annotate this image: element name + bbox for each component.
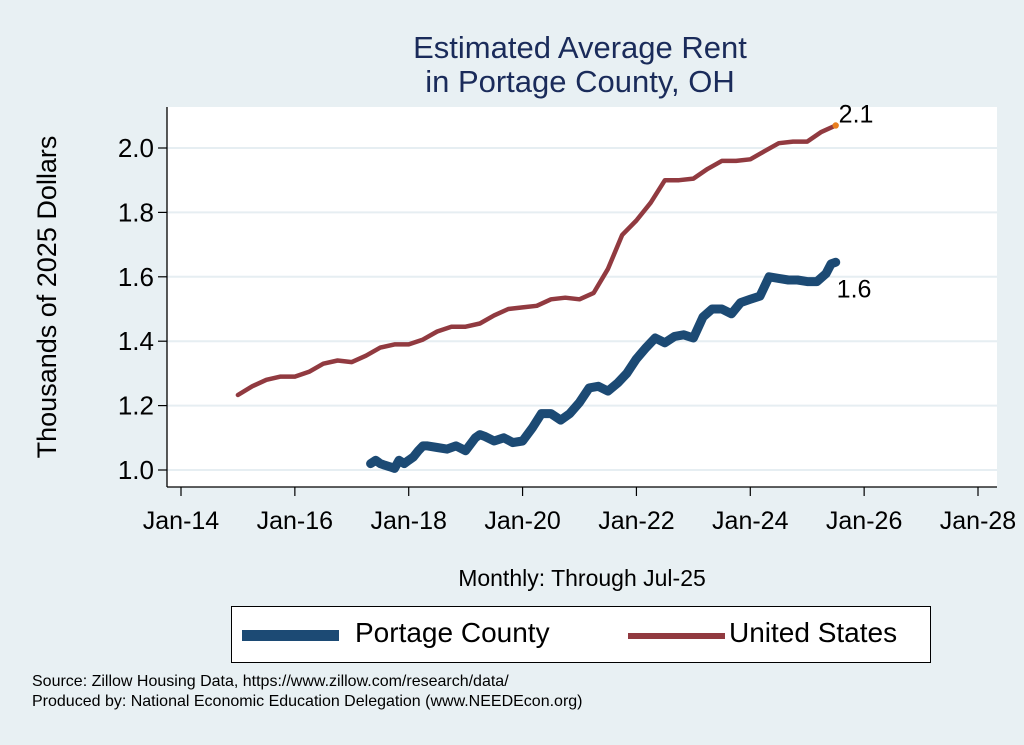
- legend-label-united-states: United States: [729, 617, 898, 648]
- legend-swatch-portage-county: [242, 630, 339, 641]
- y-tick-label: 1.4: [118, 326, 154, 356]
- x-tick-label: Jan-24: [712, 507, 789, 535]
- legend-label-portage-county: Portage County: [355, 617, 550, 648]
- portage-county-end-label: 1.6: [837, 275, 872, 303]
- united-states-end-label: 2.1: [839, 100, 874, 128]
- legend-swatch-united-states: [628, 633, 725, 639]
- x-axis-label: Monthly: Through Jul-25: [458, 565, 706, 591]
- x-tick-label: Jan-18: [370, 507, 446, 535]
- y-tick-label: 1.8: [118, 197, 154, 227]
- y-tick-label: 2.0: [118, 133, 154, 163]
- y-tick-label: 1.6: [118, 262, 154, 292]
- x-tick-label: Jan-14: [143, 507, 220, 535]
- united-states-end-marker: [832, 122, 839, 129]
- chart-title: Estimated Average Rent in Portage County…: [0, 31, 1024, 99]
- y-tick-label: 1.2: [118, 391, 154, 421]
- source-note: Source: Zillow Housing Data, https://www…: [32, 673, 509, 690]
- legend: Portage County United States: [231, 606, 931, 663]
- producer-note: Produced by: National Economic Education…: [32, 693, 583, 710]
- y-tick-label: 1.0: [118, 455, 154, 485]
- x-tick-label: Jan-28: [940, 507, 1016, 535]
- x-tick-label: Jan-16: [257, 507, 333, 535]
- x-tick-label: Jan-20: [484, 507, 560, 535]
- y-axis-label: Thousands of 2025 Dollars: [32, 136, 62, 459]
- x-tick-label: Jan-22: [598, 507, 674, 535]
- chart-title-line-2: in Portage County, OH: [425, 64, 735, 99]
- x-tick-label: Jan-26: [826, 507, 902, 535]
- portage-county-line: [366, 257, 841, 473]
- chart-title-line-1: Estimated Average Rent: [413, 30, 747, 65]
